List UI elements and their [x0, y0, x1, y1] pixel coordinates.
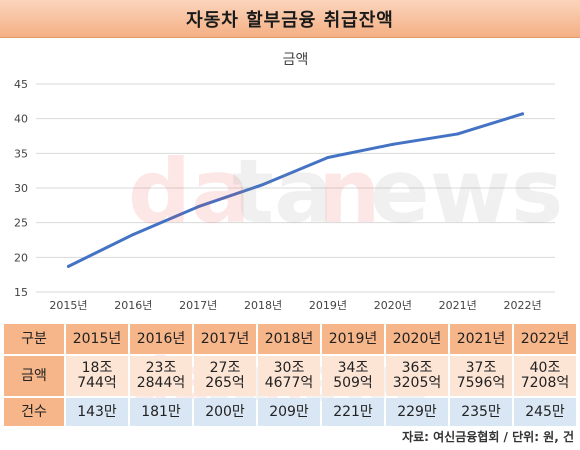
table-year-header: 2019년: [322, 324, 384, 354]
table-count-cell: 245만: [514, 398, 576, 426]
table-count-cell: 229만: [386, 398, 448, 426]
line-chart-svg: 금액 15 20 25 30 35 40 45 2015년 2016년 2017년 2018년 2019…: [14, 52, 555, 312]
line-chart: 금액 15 20 25 30 35 40 45 2015년 2016년 2017년 2018년 2019…: [0, 37, 580, 320]
table-amount-cell: 37조 7596억: [450, 356, 512, 396]
amount-trillion: 36조: [401, 360, 433, 377]
table-row-amount: 금액 18조 744억 23조 2844억 27조 265억 30조 4677억 34조…: [4, 356, 576, 396]
chart-title: 금액: [283, 52, 309, 68]
table-amount-cell: 40조 7208억: [514, 356, 576, 396]
table-year-header: 2017년: [194, 324, 256, 354]
amount-trillion: 40조: [529, 360, 561, 377]
table-count-cell: 209만: [258, 398, 320, 426]
table-year-header: 2021년: [450, 324, 512, 354]
y-tick-label: 20: [14, 251, 28, 264]
y-tick-label: 25: [14, 217, 28, 230]
amount-hundred-million: 744억: [77, 375, 117, 391]
table-corner-label: 구분: [4, 324, 64, 354]
x-tick-label: 2022년: [504, 299, 542, 312]
amount-hundred-million: 4677억: [264, 375, 314, 391]
data-point: [391, 142, 395, 146]
data-point: [521, 112, 525, 116]
data-point: [261, 183, 265, 187]
data-point: [326, 155, 330, 159]
amount-trillion: 27조: [209, 360, 241, 377]
table-count-cell: 235만: [450, 398, 512, 426]
table-year-header: 2020년: [386, 324, 448, 354]
table-count-label: 건수: [4, 398, 64, 426]
y-tick-label: 40: [14, 113, 28, 126]
table-count-cell: 181만: [130, 398, 192, 426]
x-tick-label: 2017년: [179, 299, 217, 312]
table-year-header: 2015년: [66, 324, 128, 354]
amount-trillion: 34조: [337, 360, 369, 377]
amount-trillion: 30조: [273, 360, 305, 377]
amount-hundred-million: 509억: [333, 375, 373, 391]
amount-trillion: 37조: [465, 360, 497, 377]
x-tick-label: 2016년: [114, 299, 152, 312]
data-point: [131, 232, 135, 236]
y-tick-label: 30: [14, 182, 28, 195]
amount-hundred-million: 7208억: [520, 375, 570, 391]
table-amount-cell: 27조 265억: [194, 356, 256, 396]
data-table: 구분 2015년 2016년 2017년 2018년 2019년 2020년 2…: [2, 322, 578, 428]
table-amount-cell: 34조 509억: [322, 356, 384, 396]
amount-trillion: 18조: [81, 360, 113, 377]
x-tick-label: 2018년: [244, 299, 282, 312]
amount-hundred-million: 3205억: [392, 375, 442, 391]
table-count-cell: 200만: [194, 398, 256, 426]
table-year-header: 2018년: [258, 324, 320, 354]
table-amount-cell: 18조 744억: [66, 356, 128, 396]
y-tick-label: 15: [14, 286, 28, 299]
table-amount-label: 금액: [4, 356, 64, 396]
data-point: [456, 132, 460, 136]
x-tick-label: 2021년: [439, 299, 477, 312]
y-tick-label: 35: [14, 147, 28, 160]
table-count-cell: 221만: [322, 398, 384, 426]
amount-trillion: 23조: [145, 360, 177, 377]
data-point: [66, 264, 70, 268]
source-note: 자료: 여신금융협회 / 단위: 원, 건: [402, 430, 574, 444]
y-tick-label: 45: [14, 78, 28, 91]
table-amount-cell: 23조 2844억: [130, 356, 192, 396]
table-header-row: 구분 2015년 2016년 2017년 2018년 2019년 2020년 2…: [4, 324, 576, 354]
series-line: [66, 112, 525, 268]
chart-banner-title: 자동차 할부금융 취급잔액: [0, 0, 580, 38]
x-tick-label: 2020년: [374, 299, 412, 312]
table-row-count: 건수 143만 181만 200만 209만 221만 229만 235만 24…: [4, 398, 576, 426]
x-tick-label: 2015년: [49, 299, 87, 312]
data-point: [196, 205, 200, 209]
table-amount-cell: 30조 4677억: [258, 356, 320, 396]
amount-hundred-million: 7596억: [456, 375, 506, 391]
table-year-header: 2016년: [130, 324, 192, 354]
amount-hundred-million: 2844억: [136, 375, 186, 391]
table-count-cell: 143만: [66, 398, 128, 426]
x-tick-label: 2019년: [309, 299, 347, 312]
table-year-header: 2022년: [514, 324, 576, 354]
table-amount-cell: 36조 3205억: [386, 356, 448, 396]
amount-hundred-million: 265억: [205, 375, 245, 391]
